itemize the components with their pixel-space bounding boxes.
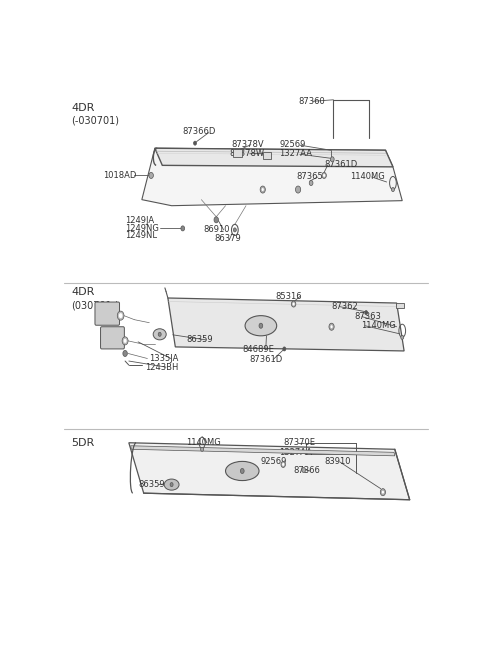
Ellipse shape	[153, 329, 166, 340]
Text: 1249JA: 1249JA	[125, 216, 154, 225]
Text: 1140MG: 1140MG	[186, 438, 221, 447]
Text: 1327AA: 1327AA	[279, 149, 312, 158]
Circle shape	[214, 217, 218, 223]
Circle shape	[329, 323, 334, 330]
Text: 1140MG: 1140MG	[350, 172, 385, 181]
Circle shape	[201, 447, 204, 451]
Polygon shape	[131, 446, 395, 456]
Circle shape	[281, 461, 286, 468]
Circle shape	[382, 491, 384, 494]
FancyBboxPatch shape	[95, 302, 120, 326]
Circle shape	[292, 303, 295, 305]
Circle shape	[158, 332, 161, 336]
Ellipse shape	[245, 316, 276, 336]
Text: 87361D: 87361D	[324, 160, 358, 169]
Circle shape	[330, 157, 334, 162]
Circle shape	[124, 339, 127, 343]
Text: 4DR: 4DR	[71, 103, 95, 113]
Polygon shape	[396, 303, 404, 308]
Ellipse shape	[226, 461, 259, 481]
Circle shape	[123, 350, 127, 356]
Text: 1327AA: 1327AA	[279, 448, 312, 457]
Circle shape	[322, 172, 326, 178]
Polygon shape	[155, 148, 393, 167]
Circle shape	[401, 335, 404, 339]
Text: 5DR: 5DR	[71, 438, 95, 448]
Text: 86359: 86359	[186, 335, 213, 345]
FancyBboxPatch shape	[100, 327, 124, 349]
Text: 92569: 92569	[261, 457, 287, 466]
Circle shape	[309, 181, 313, 185]
Circle shape	[323, 174, 325, 177]
Circle shape	[260, 186, 265, 193]
Text: 86910: 86910	[203, 225, 230, 234]
Circle shape	[380, 489, 385, 496]
Circle shape	[296, 186, 300, 193]
Text: 1249NL: 1249NL	[125, 231, 157, 240]
Circle shape	[302, 468, 305, 472]
Text: 85316: 85316	[276, 292, 302, 301]
Circle shape	[283, 347, 286, 351]
Text: (-030701): (-030701)	[71, 116, 119, 126]
Circle shape	[119, 313, 122, 318]
Text: 1140MG: 1140MG	[361, 321, 396, 330]
Circle shape	[122, 337, 128, 345]
Circle shape	[262, 188, 264, 191]
Circle shape	[259, 323, 263, 328]
Text: 87378W: 87378W	[229, 149, 264, 158]
Text: 84689E: 84689E	[242, 345, 274, 354]
Text: 87360: 87360	[298, 97, 325, 106]
Text: 87370E: 87370E	[283, 438, 315, 447]
Ellipse shape	[164, 479, 179, 490]
Polygon shape	[168, 298, 404, 351]
Circle shape	[291, 301, 296, 307]
Text: 87378V: 87378V	[231, 140, 264, 149]
Text: 83910: 83910	[324, 457, 350, 466]
Circle shape	[392, 187, 395, 191]
Circle shape	[193, 141, 196, 145]
Text: 87366: 87366	[294, 466, 321, 476]
Text: 86359: 86359	[138, 480, 165, 489]
Text: (030701-): (030701-)	[71, 300, 119, 310]
Circle shape	[149, 172, 154, 178]
Circle shape	[170, 483, 173, 487]
Polygon shape	[142, 148, 402, 206]
Text: 1249NG: 1249NG	[125, 224, 159, 233]
Circle shape	[117, 311, 124, 320]
Circle shape	[240, 468, 244, 474]
Text: 87362: 87362	[332, 302, 358, 311]
Circle shape	[330, 326, 333, 328]
Text: 87366D: 87366D	[183, 127, 216, 136]
Circle shape	[365, 310, 368, 314]
Text: 1018AD: 1018AD	[103, 171, 136, 180]
Text: 87363: 87363	[354, 312, 381, 321]
Text: 87361D: 87361D	[250, 354, 283, 364]
FancyBboxPatch shape	[233, 149, 242, 157]
FancyBboxPatch shape	[263, 152, 271, 159]
Text: 87365: 87365	[296, 172, 323, 181]
Polygon shape	[129, 443, 410, 500]
Text: 92569: 92569	[279, 140, 306, 149]
Circle shape	[282, 463, 284, 466]
Text: 1335JA: 1335JA	[149, 354, 179, 363]
Text: 86379: 86379	[215, 234, 241, 244]
Circle shape	[181, 226, 185, 231]
Circle shape	[233, 228, 236, 232]
Text: 4DR: 4DR	[71, 287, 95, 297]
Text: 1243BH: 1243BH	[145, 363, 178, 371]
